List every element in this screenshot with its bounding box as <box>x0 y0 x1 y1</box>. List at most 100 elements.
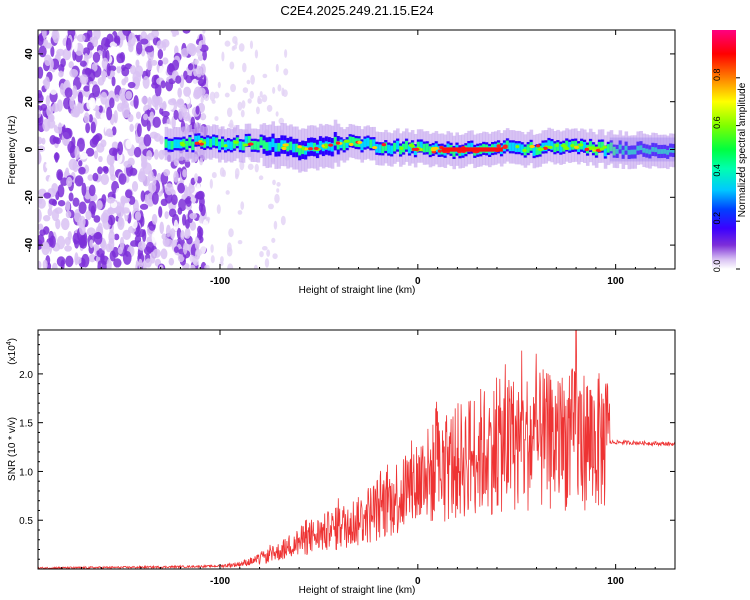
noise-blob-faint <box>210 244 214 253</box>
signal-mid <box>378 144 382 154</box>
noise-blob <box>115 45 120 53</box>
noise-blob <box>187 63 194 71</box>
noise-blob <box>183 70 188 80</box>
noise-blob-faint <box>275 63 279 73</box>
snr-frame <box>37 329 676 570</box>
noise-blob <box>111 126 117 136</box>
signal-core <box>675 144 679 157</box>
noise-blob <box>42 214 51 222</box>
noise-blob <box>128 32 136 47</box>
noise-blob <box>41 242 50 250</box>
noise-blob-faint <box>276 182 281 187</box>
noise-blob <box>155 95 163 106</box>
noise-blob <box>106 196 115 204</box>
noise-blob <box>88 200 97 215</box>
noise-blob <box>51 262 58 269</box>
signal-mid <box>268 141 273 151</box>
signal-mid <box>642 147 646 153</box>
signal-mid <box>164 139 169 148</box>
noise-blob <box>176 227 182 240</box>
noise-blob <box>100 240 107 251</box>
noise-blob-faint <box>277 84 282 92</box>
noise-blob <box>101 260 107 269</box>
noise-blob <box>122 229 131 240</box>
noise-blob <box>94 231 103 245</box>
colorbar-tick-label: 0.2 <box>712 212 722 225</box>
signal-mid <box>399 145 403 155</box>
noise-blob <box>49 86 58 95</box>
signal-mid <box>387 144 391 154</box>
noise-blob-faint <box>230 83 237 93</box>
signal-hotspot <box>496 144 502 148</box>
noise-blob <box>111 141 119 150</box>
signal-mid <box>672 148 675 153</box>
signal-hotspot <box>515 145 520 149</box>
noise-blob <box>147 96 152 111</box>
snr-x-ticks: -100 0 100 <box>61 330 676 587</box>
noise-blob <box>128 195 136 205</box>
signal-tail <box>609 137 675 162</box>
signal-mid <box>176 139 181 149</box>
noise-blob <box>38 66 44 79</box>
noise-blob <box>56 48 65 57</box>
signal-hotspot <box>592 146 597 150</box>
signal-hotspot <box>301 146 306 151</box>
signal-hotspot <box>529 144 536 149</box>
noise-blob <box>82 47 91 56</box>
noise-blob <box>185 219 190 229</box>
noise-blob-faint <box>193 68 198 77</box>
noise-blob <box>38 208 42 223</box>
noise-blob <box>128 43 134 53</box>
noise-blob <box>142 113 149 121</box>
noise-blob <box>181 47 189 58</box>
signal-mid <box>381 144 385 154</box>
noise-blob <box>147 32 155 41</box>
spectrogram-y-tick-label: -20 <box>24 190 35 205</box>
noise-blob-faint <box>234 168 240 178</box>
noise-blob <box>185 96 191 105</box>
signal-mid <box>603 147 608 157</box>
noise-blob <box>138 258 143 269</box>
noise-blob <box>116 65 122 74</box>
noise-blob <box>184 160 191 168</box>
noise-blob <box>116 53 124 64</box>
noise-blob <box>134 211 142 221</box>
signal-mid <box>375 144 379 153</box>
noise-blob-faint <box>261 245 268 251</box>
noise-blob <box>136 123 142 137</box>
signal-mid <box>612 146 617 156</box>
noise-blob <box>68 223 76 232</box>
noise-blob <box>72 85 78 99</box>
noise-blob <box>79 74 89 85</box>
noise-blob <box>171 194 178 206</box>
spectrogram-x-label: Height of straight line (km) <box>299 285 416 296</box>
noise-blob <box>183 86 192 97</box>
snr-y-tick-label: 0.5 <box>19 516 33 527</box>
noise-blob <box>100 139 107 148</box>
noise-blob <box>100 37 110 51</box>
signal-mid <box>663 148 667 154</box>
spectrogram-x-tick-label: 0 <box>415 276 421 287</box>
noise-blob-faint <box>202 112 206 120</box>
signal-mid <box>262 140 267 149</box>
noise-blob <box>55 218 61 230</box>
noise-blob <box>92 172 99 182</box>
noise-blob <box>62 127 72 140</box>
noise-blob <box>100 255 109 265</box>
noise-blob <box>106 106 113 121</box>
signal-mid <box>654 147 658 153</box>
noise-blob-faint <box>247 163 254 170</box>
noise-blob <box>41 30 47 40</box>
noise-blob <box>109 41 117 48</box>
signal-mid <box>553 143 557 153</box>
noise-blob <box>131 181 139 192</box>
noise-blob <box>116 102 124 112</box>
noise-blob <box>92 51 101 63</box>
signal-mid <box>565 140 569 150</box>
noise-blob <box>202 49 207 61</box>
noise-blob <box>133 146 142 158</box>
noise-blob <box>110 174 116 182</box>
noise-blob <box>146 150 153 161</box>
noise-blob <box>136 41 143 55</box>
noise-blob <box>43 76 51 90</box>
